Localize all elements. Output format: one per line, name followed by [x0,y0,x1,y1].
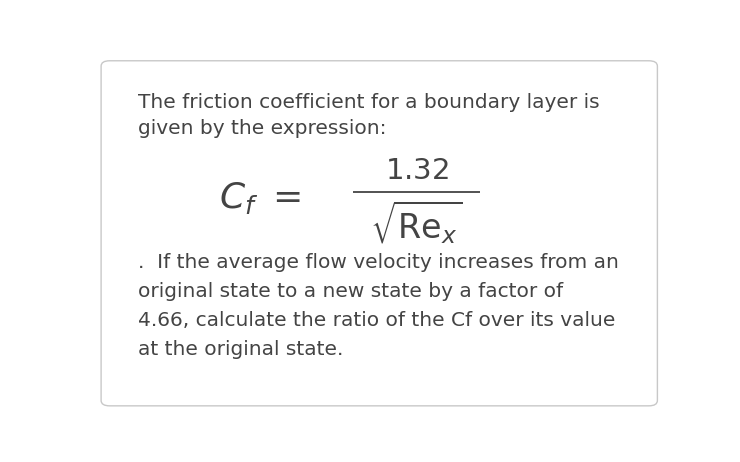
Text: at the original state.: at the original state. [138,340,344,359]
Text: .  If the average flow velocity increases from an: . If the average flow velocity increases… [138,253,619,272]
Text: $C_f\ =$: $C_f\ =$ [220,180,302,216]
Text: The friction coefficient for a boundary layer is: The friction coefficient for a boundary … [138,93,600,112]
FancyBboxPatch shape [101,61,657,406]
Text: given by the expression:: given by the expression: [138,120,387,139]
Text: $1.32$: $1.32$ [385,157,448,185]
Text: $\sqrt{\mathrm{Re}_x}$: $\sqrt{\mathrm{Re}_x}$ [370,198,462,246]
Text: 4.66, calculate the ratio of the Cf over its value: 4.66, calculate the ratio of the Cf over… [138,311,616,330]
Text: original state to a new state by a factor of: original state to a new state by a facto… [138,282,563,301]
